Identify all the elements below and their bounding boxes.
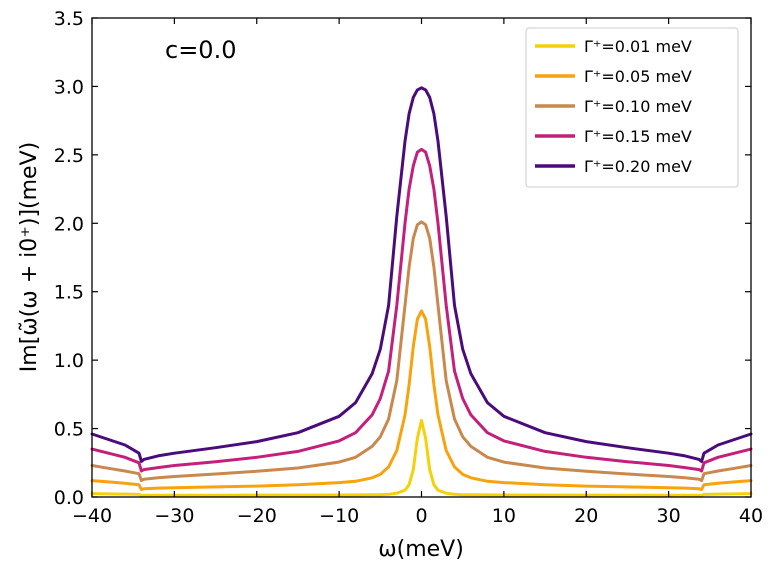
- legend-box: [525, 27, 739, 188]
- series-line-3: [90, 220, 753, 483]
- legend-label: Γ⁺=0.05 meV: [584, 67, 692, 86]
- axis-ticks: −40 −30 −20 −10 0 10 20 30 40 0.0 0.5 1.0 1.5 2.0 2.5 3…: [54, 8, 763, 527]
- legend-label: Γ⁺=0.01 meV: [584, 37, 692, 56]
- y-tick-label: 0.5: [54, 419, 84, 441]
- y-tick-label: 0.0: [54, 487, 84, 509]
- x-tick-label: 10: [492, 505, 516, 527]
- x-tick-label: −30: [154, 505, 194, 527]
- y-tick-label: 1.5: [54, 282, 84, 304]
- y-tick-label: 3.5: [54, 8, 84, 30]
- chart-annotation: c=0.0: [165, 36, 236, 64]
- x-tick-label: −40: [72, 505, 112, 527]
- x-tick-label: −10: [319, 505, 359, 527]
- y-tick-label: 1.0: [54, 350, 84, 372]
- y-tick-label: 2.0: [54, 213, 84, 235]
- legend: Γ⁺=0.01 meV Γ⁺=0.05 meV Γ⁺=0.10 meV Γ⁺=0.15…: [525, 27, 739, 188]
- x-tick-label: 40: [739, 505, 763, 527]
- y-axis-label: Im[ω̃(ω + i0⁺)](meV): [17, 142, 42, 372]
- y-tick-label: 2.5: [54, 145, 84, 167]
- x-tick-label: 0: [415, 505, 427, 527]
- series-line-2: [90, 309, 753, 491]
- x-tick-label: −20: [237, 505, 277, 527]
- series-line-5: [90, 86, 753, 463]
- legend-label: Γ⁺=0.20 meV: [584, 157, 692, 176]
- legend-label: Γ⁺=0.10 meV: [584, 97, 692, 116]
- legend-label: Γ⁺=0.15 meV: [584, 127, 692, 146]
- x-axis-label: ω(meV): [378, 537, 464, 562]
- x-tick-label: 30: [657, 505, 681, 527]
- series-line-4: [90, 147, 753, 473]
- y-tick-label: 3.0: [54, 76, 84, 98]
- x-tick-label: 20: [574, 505, 598, 527]
